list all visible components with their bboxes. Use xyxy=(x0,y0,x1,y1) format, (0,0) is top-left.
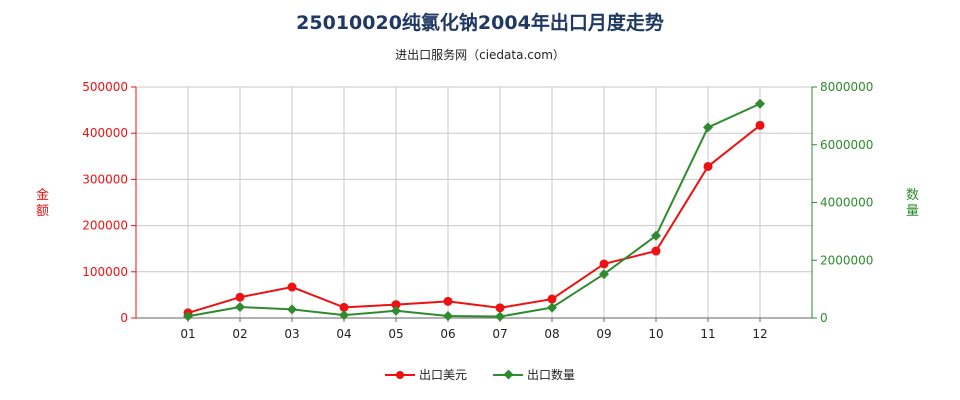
x-tick-label: 12 xyxy=(752,327,767,341)
legend-label-export-quantity: 出口数量 xyxy=(527,368,576,382)
x-tick-label: 04 xyxy=(336,327,351,341)
data-point-quantity[interactable] xyxy=(703,122,713,133)
data-point-usd[interactable] xyxy=(287,282,297,292)
data-point-quantity[interactable] xyxy=(755,98,765,109)
y-axis-right-label: 数量 xyxy=(906,188,920,219)
y-left-tick-label: 100000 xyxy=(82,265,128,279)
y-left-tick-label: 500000 xyxy=(82,80,128,94)
chart-subtitle: 进出口服务网（ciedata.com） xyxy=(395,48,565,62)
data-point-quantity[interactable] xyxy=(599,269,609,280)
grid-lines xyxy=(135,86,813,319)
x-tick-label: 01 xyxy=(180,327,195,341)
x-tick-label: 07 xyxy=(492,327,507,341)
data-point-usd[interactable] xyxy=(599,259,609,269)
x-tick-label: 08 xyxy=(544,327,559,341)
data-point-quantity[interactable] xyxy=(183,311,193,322)
axes xyxy=(131,86,817,322)
x-tick-label: 05 xyxy=(388,327,403,341)
data-point-quantity[interactable] xyxy=(495,311,505,322)
data-point-quantity[interactable] xyxy=(339,310,349,321)
legend-swatch-export-usd xyxy=(384,369,415,381)
y-right-tick-label: 2000000 xyxy=(820,253,873,267)
data-point-usd[interactable] xyxy=(651,246,661,256)
y-right-tick-label: 6000000 xyxy=(820,138,873,152)
legend: 出口美元 出口数量 xyxy=(0,366,960,383)
data-point-quantity[interactable] xyxy=(547,302,557,313)
y-right-tick-label: 0 xyxy=(820,311,828,325)
data-point-usd[interactable] xyxy=(495,303,505,313)
x-tick-label: 03 xyxy=(284,327,299,341)
series-line-0 xyxy=(187,124,761,314)
chart-title: 25010020纯氯化钠2004年出口月度走势 xyxy=(296,12,664,34)
data-point-usd[interactable] xyxy=(339,302,349,312)
data-point-quantity[interactable] xyxy=(391,305,401,316)
legend-label-export-usd: 出口美元 xyxy=(418,368,467,382)
y-right-tick-label: 8000000 xyxy=(820,80,873,94)
y-left-tick-label: 200000 xyxy=(82,219,128,233)
legend-swatch-export-quantity xyxy=(493,369,523,381)
series-layer xyxy=(183,98,765,322)
tick-labels: 0 100000 200000 300000 400000 500000 0 2000000 4… xyxy=(82,80,873,341)
x-tick-label: 11 xyxy=(700,327,715,341)
x-tick-label: 06 xyxy=(440,327,455,341)
data-point-usd[interactable] xyxy=(703,161,713,171)
x-tick-label: 10 xyxy=(648,327,663,341)
series-line-1 xyxy=(187,102,761,318)
data-point-quantity[interactable] xyxy=(235,302,245,313)
data-point-usd[interactable] xyxy=(755,120,765,130)
y-left-tick-label: 0 xyxy=(120,311,128,325)
legend-item-export-quantity[interactable]: 出口数量 xyxy=(493,366,575,383)
legend-item-export-usd[interactable]: 出口美元 xyxy=(384,366,467,383)
data-point-usd[interactable] xyxy=(443,296,453,306)
data-point-usd[interactable] xyxy=(235,292,245,302)
data-point-usd[interactable] xyxy=(547,294,557,304)
x-tick-label: 09 xyxy=(596,327,611,341)
data-point-quantity[interactable] xyxy=(651,230,661,241)
x-tick-label: 02 xyxy=(232,327,247,341)
data-point-quantity[interactable] xyxy=(443,310,453,321)
data-point-quantity[interactable] xyxy=(287,304,297,315)
y-axis-left-label: 金额 xyxy=(36,188,50,219)
y-right-tick-label: 4000000 xyxy=(820,196,873,210)
y-left-tick-label: 400000 xyxy=(82,126,128,140)
data-point-usd[interactable] xyxy=(391,300,401,310)
y-left-tick-label: 300000 xyxy=(82,172,128,186)
